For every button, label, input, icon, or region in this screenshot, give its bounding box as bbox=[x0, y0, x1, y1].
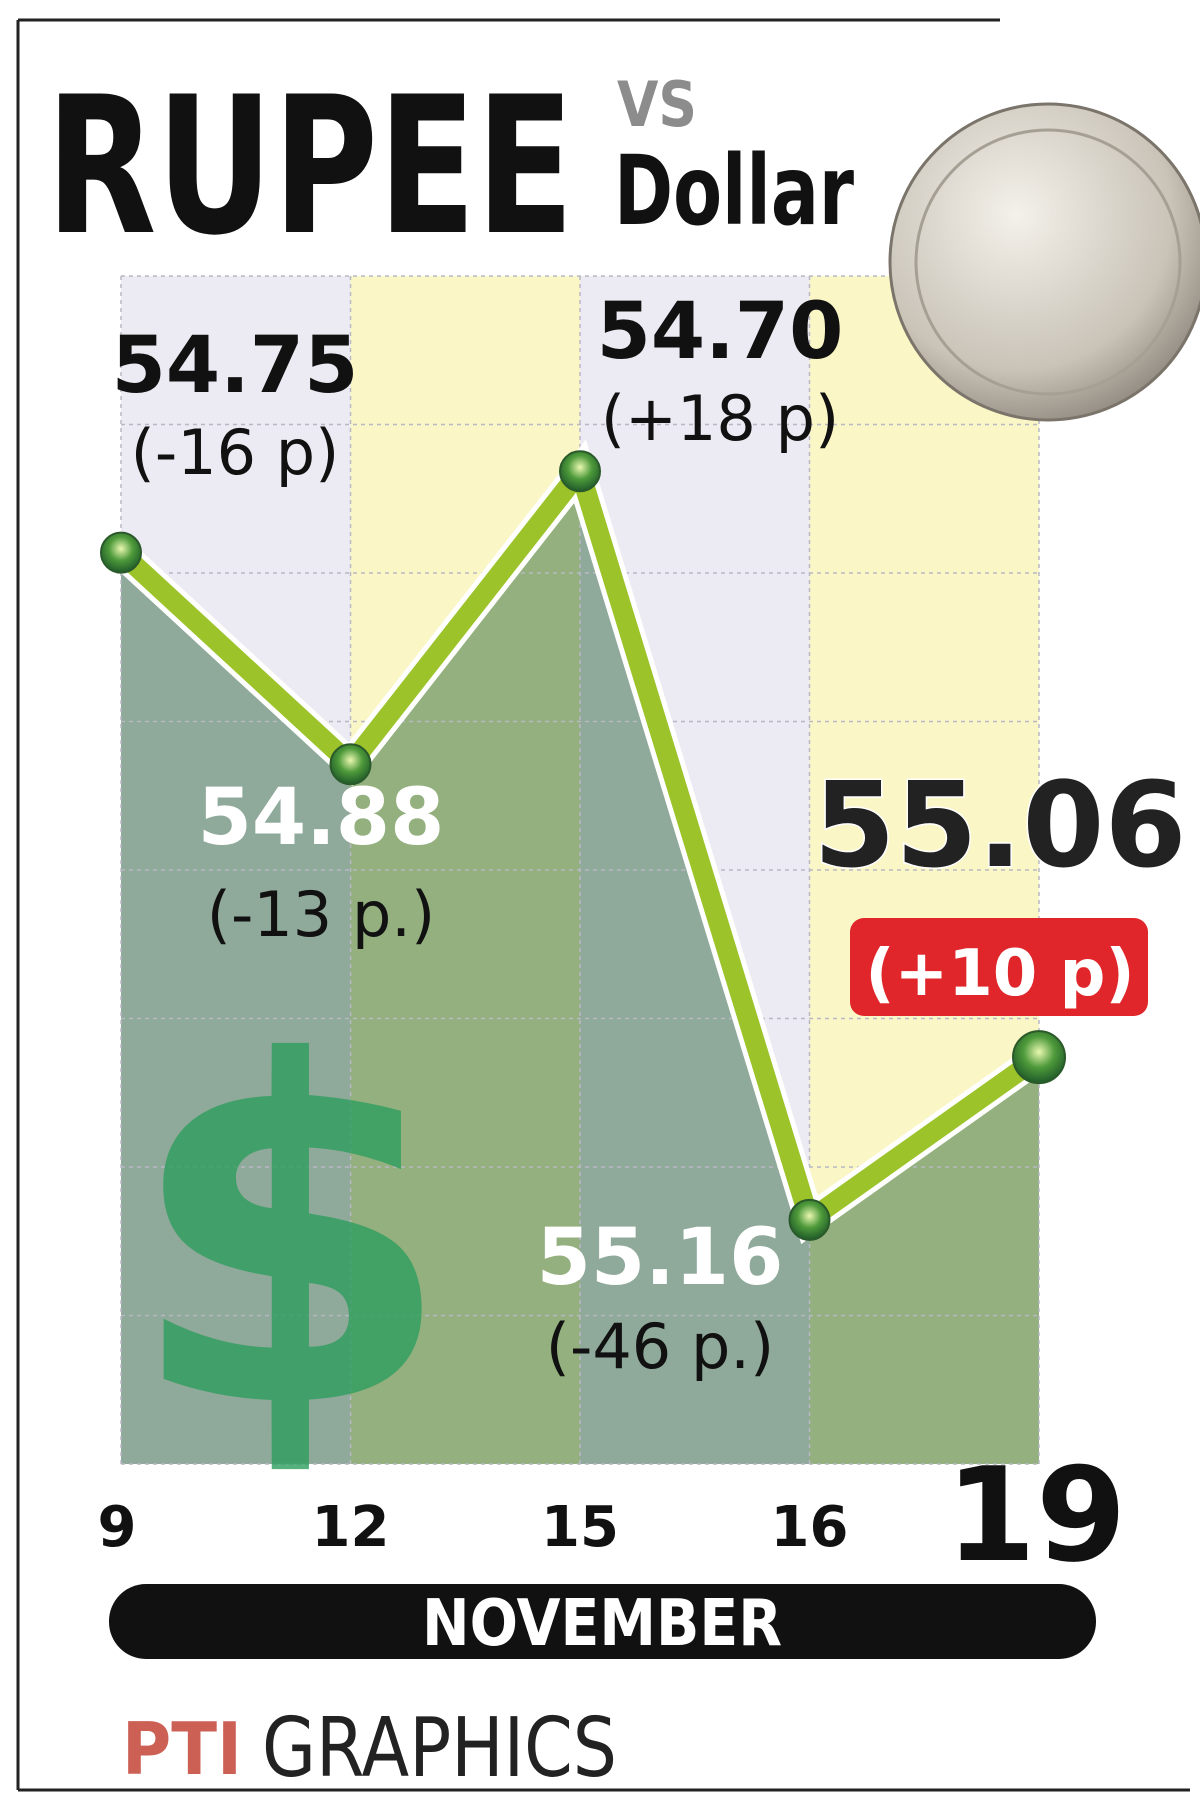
point bbox=[788, 1198, 831, 1241]
area bbox=[350, 471, 580, 1464]
x-tick-label: 19 bbox=[946, 1439, 1127, 1591]
area bbox=[121, 552, 351, 1464]
x-tick-label: 9 bbox=[98, 1495, 137, 1560]
point bbox=[100, 531, 142, 574]
value-label: 54.75 bbox=[112, 321, 359, 411]
area bbox=[580, 471, 810, 1464]
point bbox=[559, 450, 601, 493]
change-label: (-46 p.) bbox=[546, 1310, 774, 1383]
source-logo: PTI bbox=[122, 1707, 242, 1791]
title-vs: VS bbox=[617, 68, 697, 141]
value-label: 54.70 bbox=[597, 287, 844, 377]
x-tick-label: 16 bbox=[771, 1495, 849, 1560]
value-label: 54.88 bbox=[198, 773, 445, 863]
point bbox=[329, 743, 372, 786]
change-label: (-13 p.) bbox=[207, 878, 435, 951]
x-axis-label: NOVEMBER bbox=[422, 1587, 782, 1661]
change-label: (-16 p) bbox=[131, 416, 340, 489]
frame bbox=[16, 18, 1190, 1792]
x-tick-label: 12 bbox=[312, 1495, 390, 1560]
title-sub: Dollar bbox=[614, 135, 854, 247]
month-pill bbox=[109, 1584, 1096, 1659]
point bbox=[1012, 1030, 1066, 1085]
value-label: 55.16 bbox=[537, 1213, 784, 1303]
source: GRAPHICS bbox=[262, 1701, 617, 1796]
coin-image bbox=[888, 102, 1200, 422]
change-label: (+10 p) bbox=[865, 937, 1134, 1011]
area bbox=[809, 1057, 1039, 1464]
x-tick-label: 15 bbox=[541, 1495, 619, 1560]
chart-title: RUPEE bbox=[46, 56, 574, 277]
plot-area: $ bbox=[120, 275, 1040, 1511]
coin-rim bbox=[914, 128, 1182, 396]
dollar-symbol: $ bbox=[126, 964, 453, 1511]
value-label: 55.06 bbox=[813, 756, 1186, 894]
change-label: (+18 p) bbox=[601, 382, 839, 455]
change-badge bbox=[850, 918, 1148, 1016]
